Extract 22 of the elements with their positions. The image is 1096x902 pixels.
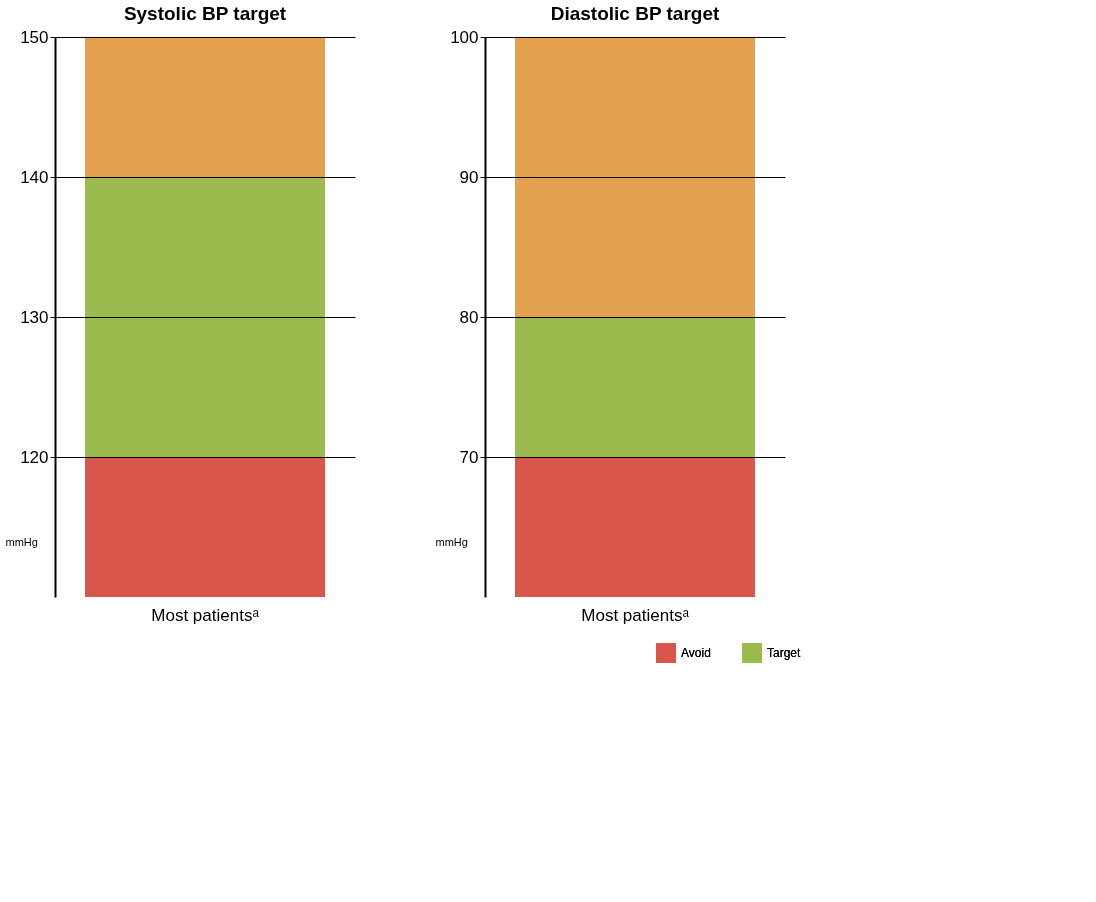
bar xyxy=(515,317,755,457)
bar xyxy=(85,37,325,177)
x-tick-label: Most patientsᵃ xyxy=(151,605,260,625)
chart-title: Systolic BP target xyxy=(123,3,287,24)
legend-label: Target xyxy=(767,646,802,660)
chart-title: Diastolic BP target xyxy=(550,3,720,24)
y-axis-title: mmHg xyxy=(5,535,38,548)
y-axis-title: mmHg xyxy=(435,535,468,548)
x-tick-label: Most patientsᵃ xyxy=(581,605,690,625)
y-tick-label: 140 xyxy=(20,167,49,187)
y-tick-label: 150 xyxy=(20,27,49,47)
y-tick-label: 130 xyxy=(20,307,49,327)
bar xyxy=(515,457,755,597)
bar xyxy=(85,177,325,457)
bar xyxy=(515,37,755,317)
bar xyxy=(85,457,325,597)
y-tick-label: 70 xyxy=(459,447,479,467)
y-tick-label: 90 xyxy=(459,167,479,187)
y-tick-label: 80 xyxy=(459,307,479,327)
y-tick-label: 100 xyxy=(450,27,479,47)
y-tick-label: 120 xyxy=(20,447,49,467)
legend-label: Avoid xyxy=(681,646,711,660)
